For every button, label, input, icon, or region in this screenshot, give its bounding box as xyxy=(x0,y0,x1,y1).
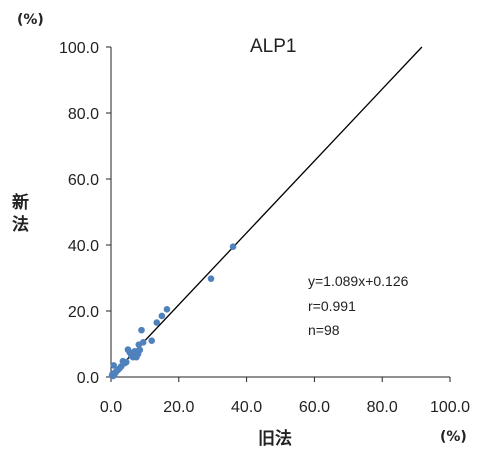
y-axis-ticks: 0.0 20.0 40.0 60.0 80.0 100.0 xyxy=(59,40,111,387)
y-unit-label: (%) xyxy=(17,12,44,28)
x-tick-label: 20.0 xyxy=(163,399,194,416)
y-tick-label: 20.0 xyxy=(68,304,99,321)
data-point xyxy=(207,275,215,282)
correlation-coefficient: r=0.991 xyxy=(308,298,356,314)
regression-equation: y=1.089x+0.126 xyxy=(308,273,409,289)
regression-line xyxy=(110,46,423,378)
sample-count: n=98 xyxy=(308,322,340,338)
x-axis-label: 旧法 xyxy=(258,428,292,449)
data-points xyxy=(108,243,237,380)
data-point xyxy=(136,346,144,354)
x-tick-label: 0.0 xyxy=(100,399,122,416)
data-point xyxy=(153,319,161,326)
y-tick-label: 60.0 xyxy=(68,172,99,189)
data-point xyxy=(110,362,118,369)
data-point xyxy=(148,337,155,345)
data-point xyxy=(138,326,145,334)
y-tick-label: 80.0 xyxy=(68,106,99,123)
y-axis-label-char-1: 新 xyxy=(12,192,29,213)
y-axis-label-char-2: 法 xyxy=(12,214,29,235)
y-tick-label: 100.0 xyxy=(59,40,99,57)
y-tick-label: 40.0 xyxy=(68,238,99,255)
data-point xyxy=(139,339,147,346)
x-axis-ticks: 0.0 20.0 40.0 60.0 80.0 100.0 xyxy=(100,377,470,416)
data-point xyxy=(229,243,237,250)
x-tick-label: 100.0 xyxy=(430,399,470,416)
y-tick-label: 0.0 xyxy=(77,370,99,387)
x-tick-label: 40.0 xyxy=(231,399,262,416)
x-tick-label: 80.0 xyxy=(367,399,398,416)
x-tick-label: 60.0 xyxy=(299,399,330,416)
chart-title: ALP1 xyxy=(250,36,296,57)
data-point xyxy=(158,312,166,320)
x-unit-label: (%) xyxy=(440,429,467,445)
data-point xyxy=(122,358,130,366)
data-point xyxy=(163,306,171,313)
